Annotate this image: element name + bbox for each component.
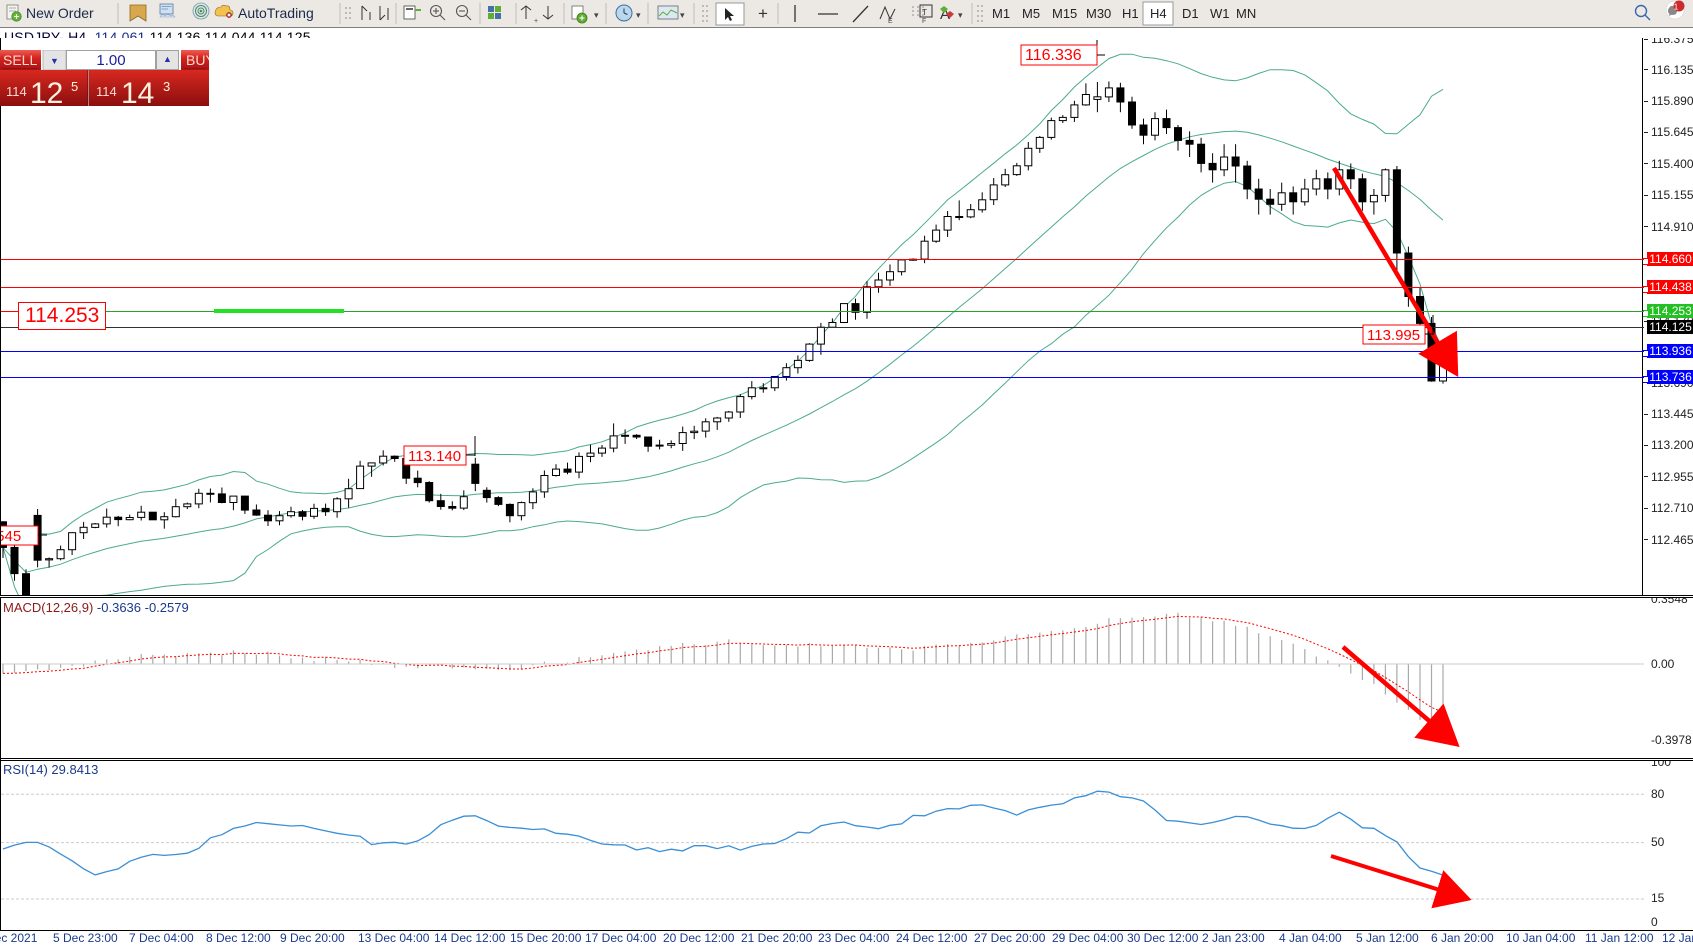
svg-text:AutoTrading: AutoTrading (238, 5, 314, 21)
svg-text:T: T (922, 8, 927, 17)
svg-text:1: 1 (1674, 3, 1679, 12)
svg-text:▼: ▼ (50, 56, 59, 66)
svg-text:▾: ▾ (636, 10, 641, 20)
svg-text:▾: ▾ (958, 10, 963, 20)
svg-text:+: + (534, 18, 538, 25)
svg-text:12: 12 (30, 77, 63, 106)
svg-text:▾: ▾ (680, 10, 685, 20)
svg-text:SELL: SELL (3, 52, 37, 68)
svg-text:3: 3 (163, 79, 170, 94)
svg-text:M1: M1 (992, 6, 1010, 21)
svg-text:MN: MN (1236, 6, 1256, 21)
svg-text:M5: M5 (1022, 6, 1040, 21)
svg-text:E: E (888, 18, 893, 25)
svg-text:M15: M15 (1052, 6, 1077, 21)
svg-text:+: + (758, 4, 768, 23)
svg-text:114: 114 (6, 84, 27, 99)
svg-text:5: 5 (71, 79, 78, 94)
svg-text:H1: H1 (1122, 6, 1139, 21)
svg-text:F: F (922, 18, 926, 25)
svg-text:113.995: 113.995 (1367, 327, 1420, 344)
svg-text:▾: ▾ (594, 10, 599, 20)
svg-text:M30: M30 (1086, 6, 1111, 21)
svg-text:W1: W1 (1210, 6, 1230, 21)
svg-text:114: 114 (96, 84, 117, 99)
svg-text:BUY: BUY (186, 52, 209, 68)
svg-text:H4: H4 (1150, 6, 1167, 21)
svg-text:14: 14 (121, 77, 154, 106)
svg-text:New Order: New Order (26, 5, 94, 21)
svg-text:D1: D1 (1182, 6, 1199, 21)
